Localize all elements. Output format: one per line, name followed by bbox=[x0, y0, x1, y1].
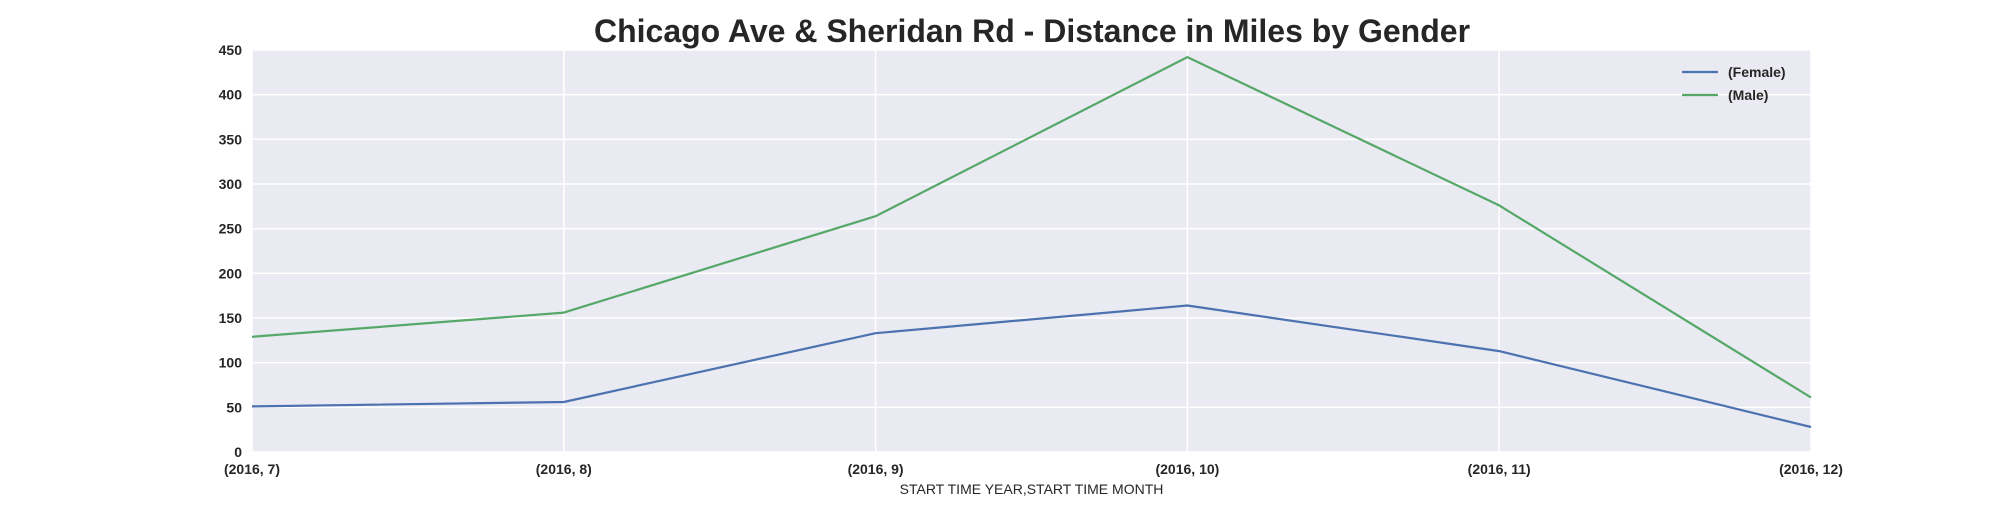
series-lines bbox=[251, 55, 1812, 429]
y-tick-label: 400 bbox=[219, 87, 243, 103]
plot-area bbox=[252, 50, 1811, 452]
series-line-male bbox=[251, 55, 1812, 399]
y-tick-label: 0 bbox=[234, 444, 242, 460]
x-tick-label: (2016, 9) bbox=[848, 461, 904, 477]
x-axis-label: START TIME YEAR,START TIME MONTH bbox=[900, 481, 1164, 497]
y-tick-label: 100 bbox=[219, 355, 243, 371]
x-tick-label: (2016, 8) bbox=[536, 461, 592, 477]
x-axis-tick-labels: (2016, 7) (2016, 8) (2016, 9) (2016, 10) (20… bbox=[224, 461, 1843, 477]
y-tick-label: 150 bbox=[219, 310, 243, 326]
y-tick-label: 200 bbox=[219, 265, 243, 281]
y-tick-label: 350 bbox=[219, 131, 243, 147]
x-tick-label: (2016, 7) bbox=[224, 461, 280, 477]
y-tick-label: 450 bbox=[219, 42, 243, 58]
x-tick-label: (2016, 11) bbox=[1468, 461, 1531, 477]
grid-lines bbox=[251, 49, 1812, 453]
x-tick-label: (2016, 10) bbox=[1155, 461, 1219, 477]
y-tick-label: 50 bbox=[226, 399, 242, 415]
legend: (Female) (Male) bbox=[1682, 64, 1786, 103]
y-axis-tick-labels: 0 50 100 150 200 250 300 350 400 450 bbox=[219, 42, 243, 460]
legend-label-female: (Female) bbox=[1728, 64, 1786, 80]
legend-label-male: (Male) bbox=[1728, 87, 1768, 103]
y-tick-label: 300 bbox=[219, 176, 243, 192]
x-tick-label: (2016, 12) bbox=[1779, 461, 1843, 477]
chart-title: Chicago Ave & Sheridan Rd - Distance in … bbox=[594, 13, 1470, 49]
y-tick-label: 250 bbox=[219, 221, 243, 237]
series-line-female bbox=[251, 304, 1812, 429]
